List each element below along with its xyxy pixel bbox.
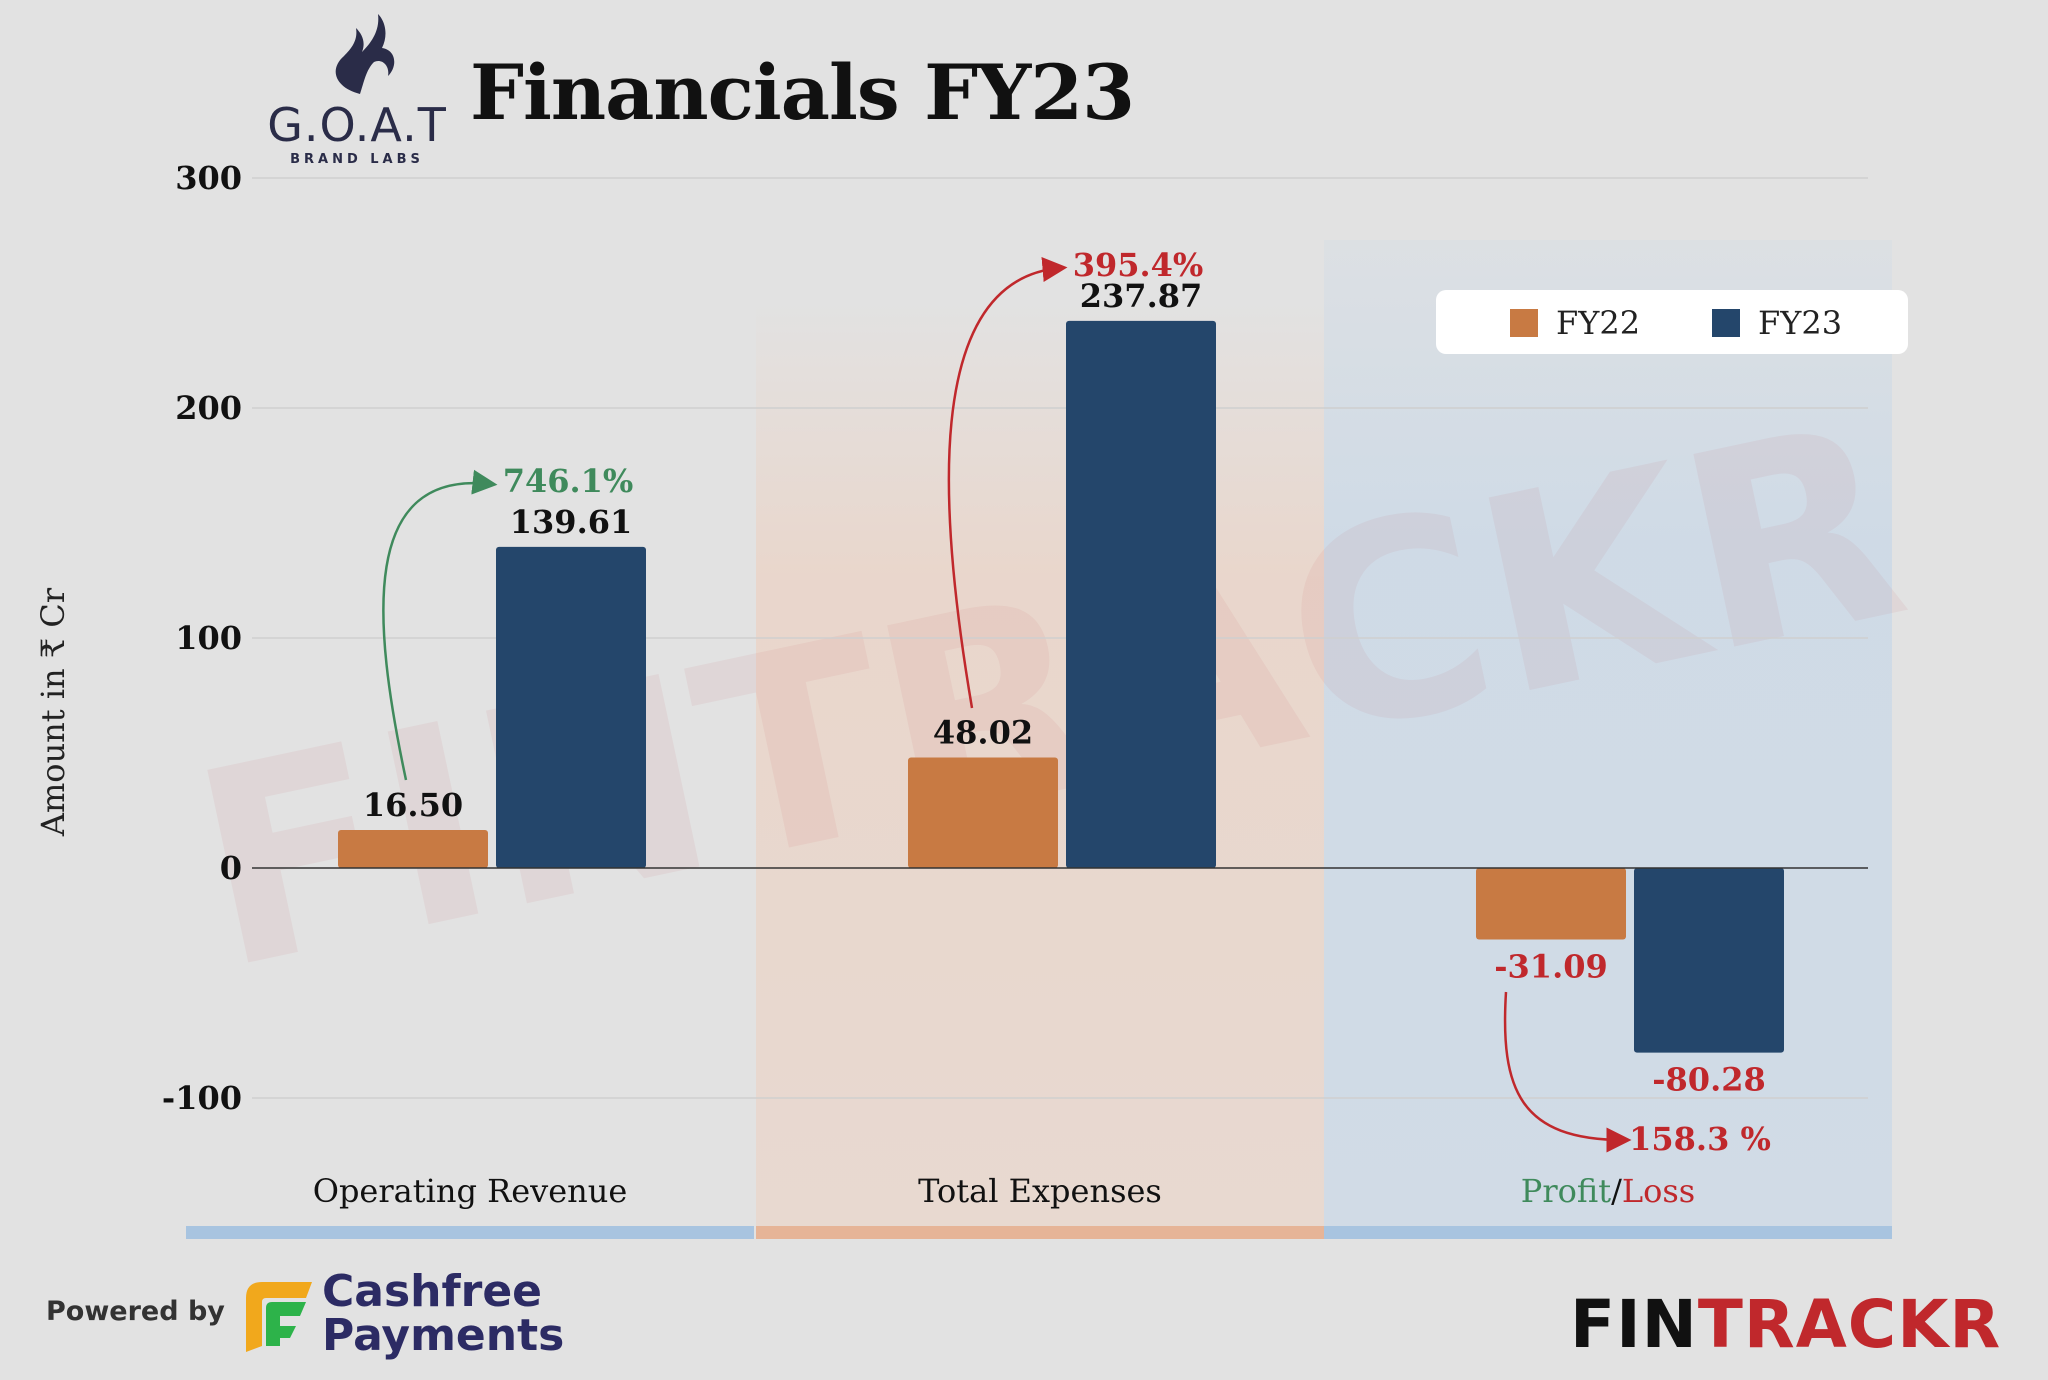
data-label-fy22-total-expenses: 48.02 [933, 714, 1033, 752]
strip-segment [756, 1226, 1324, 1239]
fintrackr-logo: FINTRACKR [1570, 1286, 2001, 1363]
growth-arrow-total-expenses [947, 257, 1068, 709]
category-label-profit-loss: Profit/Loss [1521, 1172, 1695, 1210]
growth-annotations: 746.1% 395.4% 158.3 % [503, 246, 1771, 1158]
strip-segment [1324, 1226, 1892, 1239]
legend-label-fy22: FY22 [1556, 304, 1641, 342]
logo-subtext: BRAND LABS [290, 152, 424, 167]
category-label-part: Profit [1521, 1172, 1611, 1210]
y-tick-label: 300 [175, 159, 242, 197]
bars [338, 320, 1784, 1053]
data-label-fy22-operating-revenue: 16.50 [363, 786, 463, 824]
y-tick-label: 100 [175, 619, 242, 657]
data-label-fy23-profit-loss: -80.28 [1652, 1061, 1765, 1099]
growth-label-profit-loss: 158.3 % [1629, 1120, 1771, 1158]
data-labels: 16.50 48.02 -31.09 139.61 237.87 -80.28 [363, 277, 1766, 1099]
cashfree-wordmark: Cashfree Payments [322, 1270, 564, 1358]
growth-arrows [382, 257, 1632, 1153]
y-tick-label: -100 [162, 1079, 242, 1117]
cashfree-line1: Cashfree [322, 1266, 543, 1317]
panel-profit-loss [1324, 240, 1892, 1230]
category-label-total-expenses: Total Expenses [918, 1172, 1162, 1210]
data-label-fy23-total-expenses: 237.87 [1080, 277, 1202, 315]
growth-arrow-operating-revenue [382, 469, 498, 781]
bar-fy22-profit-loss [1476, 868, 1626, 940]
legend-swatch-fy23 [1712, 309, 1740, 337]
powered-by-text: Powered by [46, 1296, 225, 1327]
bar-fy23-profit-loss [1634, 868, 1784, 1053]
bar-fy22-operating-revenue [338, 830, 488, 868]
goat-icon [335, 14, 395, 94]
fintrackr-part1: FIN [1570, 1286, 1698, 1363]
bar-fy23-total-expenses [1066, 320, 1216, 868]
cashfree-icon [246, 1282, 312, 1352]
bar-fy22-total-expenses [908, 757, 1058, 868]
fintrackr-part2: TRACKR [1697, 1286, 2002, 1363]
growth-label-operating-revenue: 746.1% [503, 462, 634, 500]
data-label-fy23-operating-revenue: 139.61 [510, 503, 632, 541]
growth-label-total-expenses: 395.4% [1073, 246, 1204, 284]
bar-fy23-operating-revenue [496, 546, 646, 868]
legend-label-fy23: FY23 [1758, 304, 1843, 342]
cashfree-line2: Payments [322, 1310, 565, 1361]
data-label-fy22-profit-loss: -31.09 [1494, 948, 1607, 986]
legend-item-fy22: FY22 [1510, 304, 1640, 342]
legend: FY22 FY23 [1436, 290, 1908, 354]
y-axis-ticks: 300 200 100 0 -100 [162, 159, 242, 1117]
category-label-part: Total Expenses [918, 1172, 1162, 1210]
bottom-strip [186, 1226, 1892, 1239]
growth-arrow-profit-loss [1503, 991, 1632, 1153]
page-title: Financials FY23 [470, 48, 1135, 137]
y-tick-label: 200 [175, 389, 242, 427]
category-label-part: / [1611, 1172, 1622, 1210]
category-labels: Operating Revenue Total Expenses Profit/Lo… [313, 1172, 1696, 1210]
y-tick-label: 0 [220, 849, 242, 887]
legend-swatch-fy22 [1510, 309, 1538, 337]
strip-segment [186, 1226, 754, 1239]
legend-item-fy23: FY23 [1712, 304, 1842, 342]
logo-text: G.O.A.T [267, 98, 447, 152]
category-label-part: Loss [1622, 1172, 1695, 1210]
category-label-operating-revenue: Operating Revenue [313, 1172, 628, 1210]
category-label-part: Operating Revenue [313, 1172, 628, 1210]
goat-logo: G.O.A.T BRAND LABS [262, 6, 452, 167]
y-axis-label: Amount in ₹ Cr [34, 587, 72, 837]
